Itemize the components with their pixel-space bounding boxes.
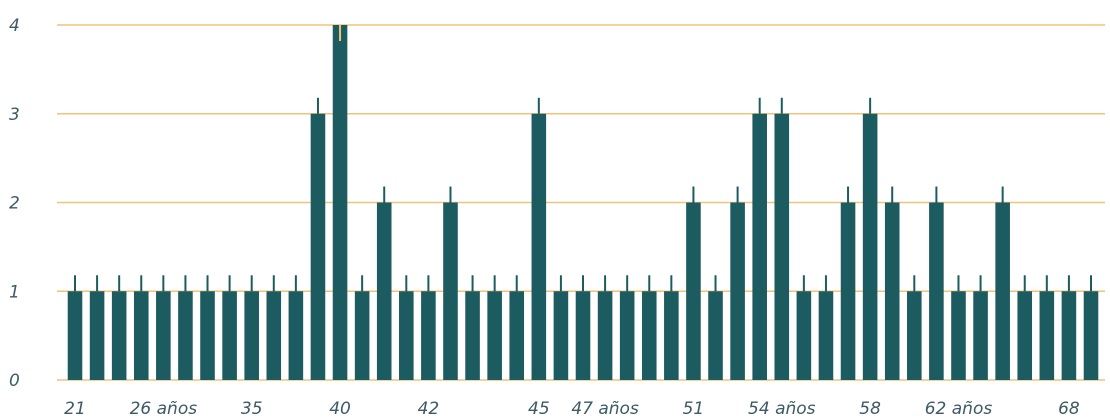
bar [884, 202, 900, 380]
bar [1017, 291, 1033, 380]
bar [840, 202, 856, 380]
x-tick-label: 47 años [571, 399, 639, 419]
bar [111, 291, 127, 380]
bar [354, 291, 370, 380]
bar [133, 291, 149, 380]
y-tick-label: 4 [9, 16, 20, 36]
bar [310, 113, 326, 380]
x-tick-label: 54 años [748, 399, 816, 419]
bar [487, 291, 502, 380]
x-tick-label: 40 [329, 399, 351, 419]
bar [531, 113, 547, 380]
bar [686, 202, 701, 380]
y-tick-label: 1 [9, 282, 20, 302]
bar [1083, 291, 1099, 380]
bar [288, 291, 304, 380]
bar [156, 291, 171, 380]
x-tick-label: 51 [683, 399, 705, 419]
bar [597, 291, 613, 380]
bar [619, 291, 635, 380]
bar [443, 202, 458, 380]
x-tick-label: 45 [528, 399, 550, 419]
x-tick-label: 26 años [130, 399, 198, 419]
bar [465, 291, 480, 380]
bar [266, 291, 282, 380]
x-tick-label: 21 [64, 399, 86, 419]
bar [1061, 291, 1077, 380]
bar [973, 291, 988, 380]
bar [200, 291, 215, 380]
bar [708, 291, 723, 380]
bar [332, 25, 348, 380]
bar [752, 113, 767, 380]
bar [1039, 291, 1055, 380]
x-tick-label: 58 [859, 399, 881, 419]
x-tick-label: 42 [418, 399, 440, 419]
x-tick-label: 62 años [925, 399, 993, 419]
bar [575, 291, 591, 380]
bar [641, 291, 657, 380]
bar [222, 291, 237, 380]
bar [244, 291, 259, 380]
bar [421, 291, 436, 380]
bar [862, 113, 878, 380]
bar [818, 291, 834, 380]
bar [67, 291, 83, 380]
y-tick-label: 3 [9, 105, 20, 125]
bar [664, 291, 679, 380]
x-tick-label: 68 [1058, 399, 1080, 419]
bar [376, 202, 392, 380]
bar [509, 291, 525, 380]
y-tick-label: 0 [9, 371, 20, 391]
bar [995, 202, 1010, 380]
bar [178, 291, 193, 380]
bar [929, 202, 944, 380]
bar [774, 113, 790, 380]
bar [907, 291, 922, 380]
bar [951, 291, 966, 380]
bar [796, 291, 812, 380]
y-tick-label: 2 [9, 194, 20, 214]
bar [89, 291, 105, 380]
bar [399, 291, 414, 380]
bar [553, 291, 569, 380]
x-tick-label: 35 [241, 399, 263, 419]
bar [730, 202, 745, 380]
